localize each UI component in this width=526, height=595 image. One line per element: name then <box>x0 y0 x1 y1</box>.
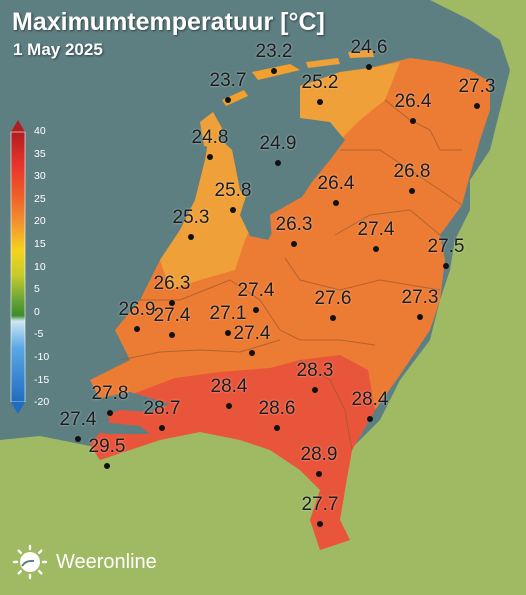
station-dot <box>249 350 255 356</box>
station-dot <box>230 207 236 213</box>
scale-tick-label: -15 <box>34 373 50 386</box>
station-dot <box>169 332 175 338</box>
station-temperature-label: 28.4 <box>210 376 248 397</box>
station-dot <box>225 330 231 336</box>
station-dot <box>271 68 277 74</box>
island-ameland <box>306 58 340 68</box>
scale-tick-label: 10 <box>34 260 46 273</box>
station-temperature-label: 24.8 <box>191 127 229 148</box>
station-temperature-label: 26.4 <box>394 91 432 112</box>
ijsselmeer <box>240 118 345 240</box>
station-dot <box>291 241 297 247</box>
station-temperature-label: 24.9 <box>259 133 297 154</box>
station-dot <box>417 314 423 320</box>
station-dot <box>410 118 416 124</box>
station-temperature-label: 27.4 <box>237 280 275 301</box>
station-temperature-label: 25.3 <box>172 207 210 228</box>
station-dot <box>274 425 280 431</box>
scale-tick-label: 30 <box>34 170 46 183</box>
station-dot <box>275 160 281 166</box>
station-dot <box>169 300 175 306</box>
station-temperature-label: 26.9 <box>118 299 156 320</box>
island-texel <box>200 112 222 148</box>
station-temperature-label: 26.4 <box>317 173 355 194</box>
station-temperature-label: 28.3 <box>296 360 334 381</box>
station-temperature-label: 29.5 <box>88 436 126 457</box>
map-title: Maximumtemperatuur [°C] <box>12 8 325 36</box>
station-dot <box>207 154 213 160</box>
scale-tick-label: 15 <box>34 238 46 250</box>
station-temperature-label: 27.3 <box>458 76 496 97</box>
scale-tick-label: 35 <box>34 147 46 160</box>
station-temperature-label: 27.7 <box>301 494 339 515</box>
station-dot <box>134 326 140 332</box>
station-dot <box>317 521 323 527</box>
station-temperature-label: 27.1 <box>209 303 247 324</box>
station-temperature-label: 25.8 <box>214 180 252 201</box>
station-temperature-label: 28.7 <box>143 398 181 419</box>
station-temperature-label: 27.4 <box>357 219 395 240</box>
station-dot <box>367 416 373 422</box>
station-temperature-label: 27.4 <box>153 305 191 326</box>
weeronline-logo: Weeronline <box>12 544 157 580</box>
station-temperature-label: 23.7 <box>209 70 247 91</box>
station-dot <box>333 200 339 206</box>
station-temperature-label: 28.9 <box>300 444 338 465</box>
scale-tick-label: 20 <box>34 215 46 228</box>
station-temperature-label: 27.8 <box>91 383 129 404</box>
island-schiermonnikoog <box>348 50 374 58</box>
scale-tick-label: 5 <box>34 283 40 296</box>
station-dot <box>188 234 194 240</box>
station-dot <box>226 403 232 409</box>
station-dot <box>317 99 323 105</box>
color-scale <box>10 120 26 414</box>
station-dot <box>474 103 480 109</box>
province-borders <box>119 99 463 451</box>
station-temperature-label: 26.3 <box>153 273 191 294</box>
station-temperature-label: 24.6 <box>350 37 388 58</box>
station-dot <box>312 387 318 393</box>
station-dot <box>366 64 372 70</box>
station-temperature-label: 27.5 <box>427 236 465 257</box>
flevoland <box>270 190 340 258</box>
zeeland-water <box>78 392 170 434</box>
station-dot <box>316 471 322 477</box>
station-dot <box>107 410 113 416</box>
scale-tick-label: -5 <box>34 328 44 341</box>
station-dot <box>409 188 415 194</box>
station-temperature-label: 27.6 <box>314 288 352 309</box>
station-temperature-label: 25.2 <box>301 72 339 93</box>
station-temperature-label: 27.4 <box>59 409 97 430</box>
scale-tick-label: -10 <box>34 351 50 363</box>
station-dot <box>75 436 81 442</box>
station-temperature-label: 28.6 <box>258 398 296 419</box>
station-dot <box>373 246 379 252</box>
map-date: 1 May 2025 <box>13 40 103 59</box>
sun-logo-icon <box>12 544 48 580</box>
station-dot <box>253 307 259 313</box>
station-temperature-label: 27.3 <box>401 287 439 308</box>
station-dot <box>330 315 336 321</box>
station-dot <box>225 97 231 103</box>
scale-tick-label: 40 <box>34 125 46 137</box>
scale-tick-label: 25 <box>34 192 46 205</box>
scale-tick-label: 0 <box>34 305 40 318</box>
station-temperature-label: 23.2 <box>255 41 293 62</box>
station-dot <box>443 263 449 269</box>
station-dot <box>104 463 110 469</box>
station-temperature-label: 26.3 <box>275 214 313 235</box>
station-temperature-label: 27.4 <box>233 323 271 344</box>
station-temperature-label: 28.4 <box>351 389 389 410</box>
station-dot <box>159 425 165 431</box>
brand-name: Weeronline <box>56 550 157 573</box>
station-temperature-label: 26.8 <box>393 161 431 182</box>
scale-tick-label: -20 <box>34 396 50 409</box>
